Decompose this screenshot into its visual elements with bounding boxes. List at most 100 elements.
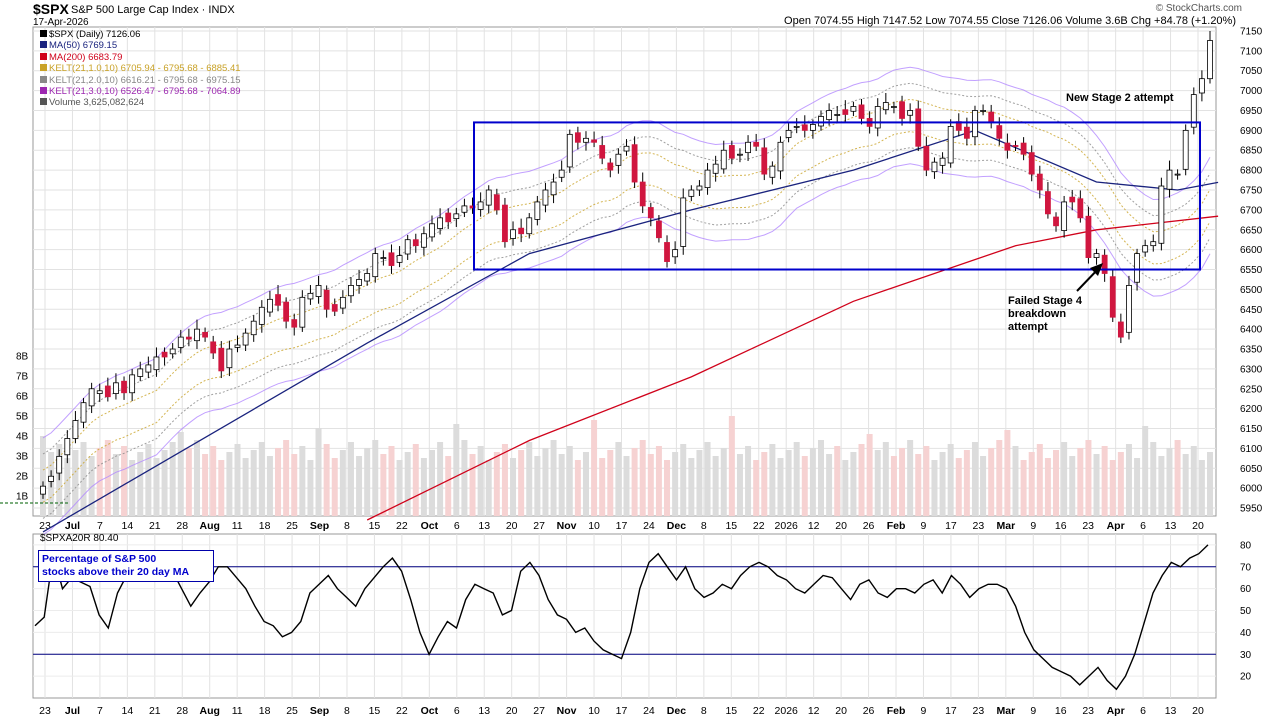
candle-body	[769, 165, 776, 178]
volume-bar	[720, 448, 727, 516]
volume-bar	[226, 452, 233, 516]
x-tick-label: 15	[369, 705, 381, 717]
volume-bar	[1190, 446, 1197, 516]
volume-bar	[510, 458, 517, 516]
candle-body	[1190, 94, 1197, 128]
line-icon	[40, 41, 47, 49]
volume-bar	[64, 458, 71, 516]
candle-body	[526, 217, 533, 235]
x-tick-label: Nov	[557, 520, 577, 532]
volume-bar	[923, 446, 930, 516]
volume-bar	[153, 458, 160, 516]
candle-body	[388, 252, 395, 266]
x-tick-label: 2026	[775, 705, 799, 717]
candle-body	[1085, 215, 1092, 258]
x-tick-label: 6	[454, 705, 460, 717]
candle-body	[96, 390, 103, 394]
candle-body	[963, 126, 970, 139]
x-tick-label: 23	[39, 705, 51, 717]
annotation-stage2: New Stage 2 attempt	[1066, 92, 1174, 104]
candle-body	[1036, 173, 1043, 191]
candle-body	[267, 298, 273, 313]
volume-bar	[963, 450, 970, 516]
candle-body	[591, 139, 597, 143]
arrow-head	[1090, 263, 1103, 276]
candle-body	[153, 356, 160, 371]
y-tick-label: 6950	[1240, 106, 1263, 117]
volume-tick-label: 5B	[16, 412, 29, 423]
volume-bar	[688, 458, 695, 516]
candle-body	[1045, 191, 1051, 215]
x-tick-label: 8	[344, 520, 350, 532]
x-tick-label: 17	[945, 705, 957, 717]
volume-bar	[753, 460, 760, 516]
x-tick-label: Apr	[1107, 520, 1125, 532]
candle-body	[777, 141, 784, 172]
candle-body	[574, 132, 581, 143]
y-tick-label: 6700	[1240, 205, 1263, 216]
candle-body	[558, 169, 565, 178]
volume-bar	[493, 452, 500, 516]
x-tick-label: 6	[1140, 705, 1146, 717]
x-tick-label: Sep	[310, 705, 329, 717]
volume-bar	[485, 460, 492, 516]
legend-item: KELT(21,2.0,10) 6616.21 - 6795.68 - 6975…	[40, 75, 241, 86]
volume-bar	[315, 428, 322, 516]
x-tick-label: Dec	[667, 520, 686, 532]
x-tick-label: 24	[643, 705, 655, 717]
candle-body	[169, 348, 176, 355]
volume-bar	[890, 456, 897, 516]
ma200-line	[366, 215, 1219, 521]
candle-body	[728, 145, 735, 159]
volume-bar	[40, 436, 46, 516]
y-tick-label: 6150	[1240, 424, 1263, 435]
volume-bar	[266, 456, 273, 516]
volume-bar	[218, 460, 225, 516]
candle-body	[874, 106, 881, 129]
candle-body	[437, 217, 444, 229]
candle-body	[137, 368, 144, 377]
candle-body	[291, 319, 298, 328]
volume-bar	[704, 442, 711, 516]
candle-body	[250, 320, 257, 336]
volume-bar	[121, 446, 128, 516]
volume-bar	[1142, 426, 1149, 516]
kelt1-band	[42, 131, 1211, 503]
x-tick-label: 24	[643, 520, 655, 532]
y-tick-label: 6450	[1240, 305, 1263, 316]
candle-body	[88, 388, 95, 407]
candle-body	[988, 111, 995, 123]
candle-body	[1061, 201, 1068, 231]
volume-bar	[1061, 442, 1068, 516]
y-tick-label: 7000	[1240, 86, 1263, 97]
x-tick-label: 28	[176, 520, 188, 532]
y-tick-label: 6200	[1240, 404, 1263, 415]
y-tick-label: 6550	[1240, 265, 1263, 276]
volume-bar	[161, 450, 168, 516]
x-tick-label: 25	[286, 520, 298, 532]
candle-body	[915, 108, 922, 147]
candle-body	[534, 201, 541, 220]
candle-body	[1126, 285, 1132, 333]
candle-body	[339, 296, 346, 309]
candle-body	[113, 382, 119, 394]
candle-body	[761, 147, 768, 175]
volume-bar	[275, 448, 282, 516]
candle-body	[931, 161, 938, 173]
volume-bar	[599, 458, 606, 516]
candle-body	[234, 344, 241, 348]
candle-body	[647, 207, 654, 219]
candle-body	[380, 257, 387, 259]
x-tick-label: 13	[1165, 705, 1177, 717]
volume-bar	[631, 448, 638, 516]
x-tick-label: Oct	[421, 520, 439, 532]
indicator-tick-label: 40	[1240, 628, 1252, 639]
x-tick-label: 22	[753, 705, 765, 717]
volume-bar	[461, 440, 468, 516]
candle-body	[1053, 216, 1059, 227]
candle-body	[623, 145, 630, 152]
volume-bar	[469, 454, 476, 516]
x-tick-label: 18	[259, 705, 271, 717]
volume-bar	[655, 446, 662, 516]
